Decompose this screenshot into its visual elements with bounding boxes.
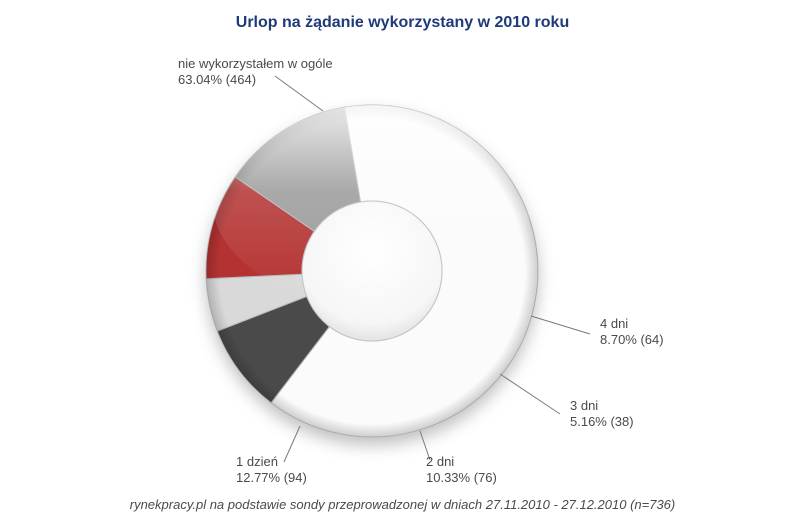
leader-4dni — [531, 316, 590, 334]
label-1dzien-line1: 1 dzień — [236, 454, 307, 470]
label-2dni-line2: 10.33% (76) — [426, 470, 497, 486]
label-none-line2: 63.04% (464) — [178, 72, 333, 88]
label-4dni: 4 dni8.70% (64) — [600, 316, 664, 347]
label-3dni-line1: 3 dni — [570, 398, 634, 414]
label-4dni-line2: 8.70% (64) — [600, 332, 664, 348]
label-2dni: 2 dni10.33% (76) — [426, 454, 497, 485]
label-none: nie wykorzystałem w ogóle63.04% (464) — [178, 56, 333, 87]
label-3dni-line2: 5.16% (38) — [570, 414, 634, 430]
label-1dzien: 1 dzień12.77% (94) — [236, 454, 307, 485]
label-none-line1: nie wykorzystałem w ogóle — [178, 56, 333, 72]
label-2dni-line1: 2 dni — [426, 454, 497, 470]
chart-footer: rynekpracy.pl na podstawie sondy przepro… — [0, 497, 805, 512]
chart-title: Urlop na żądanie wykorzystany w 2010 rok… — [0, 14, 805, 32]
donut-chart — [0, 56, 805, 486]
donut-hole — [302, 201, 442, 341]
label-4dni-line1: 4 dni — [600, 316, 664, 332]
chart-container: Urlop na żądanie wykorzystany w 2010 rok… — [0, 0, 805, 526]
label-1dzien-line2: 12.77% (94) — [236, 470, 307, 486]
leader-3dni — [500, 374, 560, 414]
label-3dni: 3 dni5.16% (38) — [570, 398, 634, 429]
